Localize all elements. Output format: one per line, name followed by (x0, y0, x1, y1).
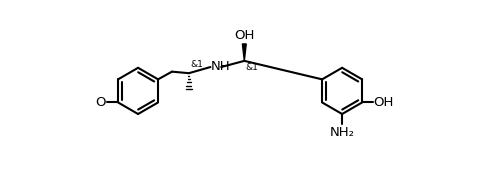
Text: OH: OH (234, 29, 254, 42)
Text: &1: &1 (246, 63, 259, 72)
Polygon shape (242, 44, 246, 61)
Text: NH: NH (211, 60, 231, 73)
Text: OH: OH (374, 96, 394, 109)
Text: O: O (95, 96, 106, 109)
Text: &1: &1 (191, 60, 203, 69)
Text: NH₂: NH₂ (330, 126, 354, 139)
